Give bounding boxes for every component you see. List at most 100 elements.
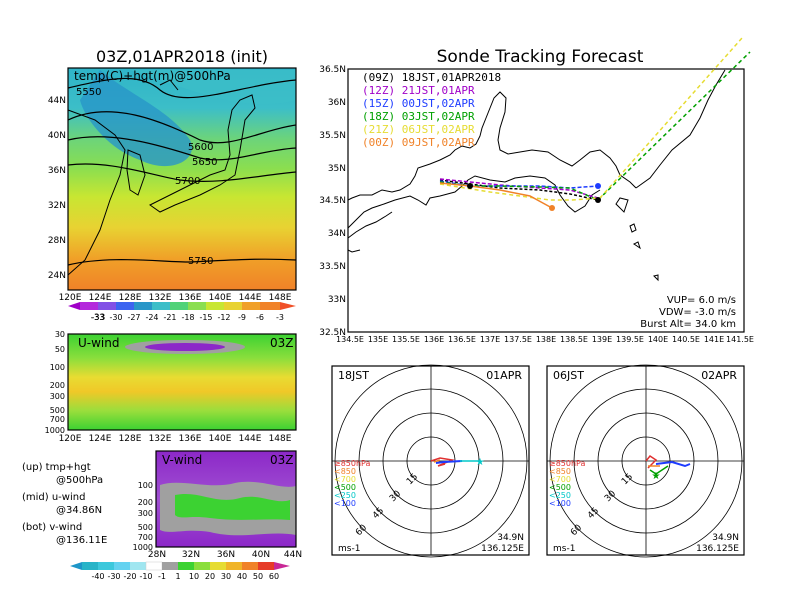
- hodo-left-unit: ms-1: [338, 544, 360, 554]
- vwind-lat-tick: 44N: [284, 550, 302, 560]
- track-lon-tick: 135.5E: [392, 335, 420, 344]
- map-frame: [67, 67, 297, 291]
- vup-text: VUP= 6.0 m/s: [667, 295, 736, 306]
- hodo-left-level: <100: [334, 499, 356, 508]
- contour-label-5700: 5700: [175, 176, 200, 187]
- colorbar-label: -9: [238, 313, 246, 322]
- hodo-right-star: ★: [652, 471, 661, 482]
- hodo-right-time: 06JST: [553, 369, 584, 382]
- map-lon-tick: 136E: [179, 293, 202, 303]
- map-lon-tick: 120E: [59, 293, 82, 303]
- main-title: 03Z,01APR2018 (init): [96, 47, 268, 66]
- uwind-p-tick: 300: [50, 392, 65, 401]
- map-lat-tick: 24N: [48, 271, 66, 281]
- colorbar-swatch: [134, 302, 152, 310]
- uwind-frame: [67, 333, 297, 431]
- colorbar-swatch: [242, 302, 260, 310]
- hodo-left-trace-low: [430, 457, 455, 467]
- track-lon-tick: 136.5E: [448, 335, 476, 344]
- track-lat-tick: 36N: [328, 98, 346, 108]
- hodograph-right: ★ 06JST 02APR 15 30 45 60 ≥850hPa <850 <…: [546, 364, 745, 558]
- uwind-lon-tick: 148E: [269, 434, 292, 444]
- vwind-panel: V-wind 03Z 100 200 300 500 700 1000 28N …: [133, 450, 302, 560]
- temp-colorbar-label-group: -33 -30 -27 -24 -21 -18 -15 -12 -9 -6 -3: [91, 313, 284, 322]
- uwind-lon-tick: 140E: [209, 434, 232, 444]
- track-legend-09z: (09Z) 18JST,01APR2018: [362, 71, 501, 84]
- wind-colorbar-label: 30: [221, 572, 231, 581]
- wind-colorbar-label: 10: [189, 572, 199, 581]
- hodo-left-star: ★: [476, 457, 485, 468]
- vwind-p-tick: 1000: [133, 543, 153, 552]
- colorbar-label: -27: [127, 313, 140, 322]
- coast-island-3: [633, 241, 641, 250]
- colorbar-swatch: [224, 302, 242, 310]
- coast-shikoku: [347, 211, 393, 239]
- uwind-lon-tick: 144E: [239, 434, 262, 444]
- hodo-right-levels: ≥850hPa <850 <700 <500 <250 <100: [549, 459, 586, 508]
- track-lon-tick: 138.5E: [560, 335, 588, 344]
- uwind-p-tick: 700: [50, 415, 65, 424]
- track-frame: [347, 68, 745, 333]
- vwind-time: 03Z: [270, 453, 294, 467]
- track-legend-18z: (18Z) 03JST,02APR: [362, 110, 475, 123]
- vwind-p-tick: 100: [138, 481, 153, 490]
- burst-alt-text: Burst Alt= 34.0 km: [640, 319, 736, 330]
- colorbar-label: -3: [276, 313, 284, 322]
- track-lat-tick: 36.5N: [319, 65, 346, 75]
- legend-mid-1: (mid) u-wind: [22, 492, 85, 503]
- uwind-lon-tick: 128E: [119, 434, 142, 444]
- wind-colorbar-label: 40: [237, 572, 247, 581]
- uwind-lon-tick: 132E: [149, 434, 172, 444]
- track-lat-tick: 33.5N: [319, 262, 346, 272]
- uwind-p-tick: 200: [50, 381, 65, 390]
- track-09z: [439, 179, 599, 201]
- map-lon-tick: 132E: [149, 293, 172, 303]
- track-legend-12z: (12Z) 21JST,01APR: [362, 84, 475, 97]
- hodo-left-level: <850: [334, 467, 356, 476]
- vwind-lat-tick: 32N: [182, 550, 200, 560]
- track-lat-tick: 32.5N: [319, 328, 346, 338]
- uwind-lon-ticks: 120E 124E 128E 132E 136E 140E 144E 148E: [59, 434, 292, 444]
- track-lon-tick: 141.5E: [726, 335, 754, 344]
- vwind-green-band: [175, 493, 290, 520]
- vwind-lat-tick: 28N: [148, 550, 166, 560]
- hodo-right-unit: ms-1: [553, 544, 575, 554]
- coast-sakhalin: [159, 79, 179, 91]
- uwind-p-tick: 30: [55, 330, 65, 339]
- uwind-panel: U-wind 03Z 30 50 100 200 300 500 700 100…: [45, 330, 297, 444]
- vwind-p-ticks: 100 200 300 500 700 1000: [133, 481, 153, 552]
- contour-5600: [67, 111, 297, 144]
- hodo-left-lat: 34.9N: [497, 533, 524, 543]
- uwind-p-ticks: 30 50 100 200 300 500 700 1000: [45, 330, 65, 435]
- vwind-frame: [155, 450, 297, 548]
- track-lon-tick: 139.5E: [616, 335, 644, 344]
- hodograph-left: ★ 18JST 01APR 15 30 45 60 ≥850hPa <850 <…: [331, 364, 530, 558]
- cold-pool: [80, 70, 192, 167]
- track-lon-tick: 135E: [368, 335, 388, 344]
- coast-japan: [149, 94, 256, 213]
- track-lon-tick: 136E: [424, 335, 444, 344]
- vdw-text: VDW= -3.0 m/s: [659, 307, 736, 318]
- colorbar-swatch: [260, 302, 280, 310]
- coast-china: [67, 109, 126, 276]
- wind-swatch: [178, 562, 194, 570]
- vwind-p-tick: 200: [138, 498, 153, 507]
- track-lon-tick: 138E: [536, 335, 556, 344]
- legend-up-1: (up) tmp+hgt: [22, 462, 91, 473]
- burst-point-00z: [549, 205, 555, 211]
- temp-colorbar: [68, 302, 296, 310]
- wind-colorbar-label: -10: [139, 572, 152, 581]
- uwind-lon-tick: 124E: [89, 434, 112, 444]
- coast-island-4: [653, 274, 659, 282]
- track-title: Sonde Tracking Forecast: [437, 47, 644, 67]
- wind-colorbar-label: 60: [269, 572, 279, 581]
- contour-5750: [67, 258, 297, 266]
- colorbar-label: -15: [199, 313, 212, 322]
- track-legend-00z: (00Z) 09JST,02APR: [362, 136, 475, 149]
- wind-cap-right: [274, 562, 290, 570]
- track-lon-tick: 139E: [592, 335, 612, 344]
- track-lat-tick: 35.5N: [319, 131, 346, 141]
- contour-label-5600: 5600: [188, 142, 213, 153]
- colorbar-swatch: [170, 302, 188, 310]
- track-map-panel: (09Z) 18JST,01APR2018 (12Z) 21JST,01APR …: [319, 37, 754, 344]
